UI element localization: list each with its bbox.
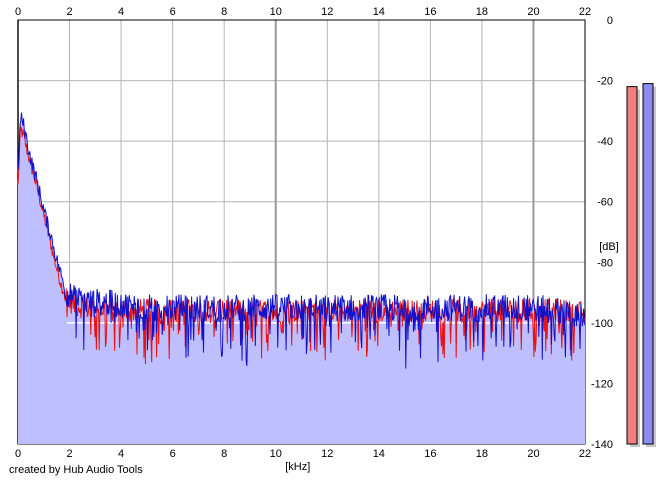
- y-axis-label: [dB]: [599, 241, 619, 253]
- x-tick-label-top: 22: [579, 6, 591, 18]
- y-tick-label: 0: [607, 15, 613, 27]
- y-tick-label: -80: [597, 257, 613, 269]
- y-tick-label: -40: [597, 136, 613, 148]
- x-axis-label: [kHz]: [285, 461, 310, 473]
- x-tick-label-top: 14: [373, 6, 385, 18]
- x-tick-label-bottom: 16: [424, 448, 436, 460]
- x-tick-label-top: 18: [476, 6, 488, 18]
- spectrum-fill-area: [18, 112, 585, 444]
- level-meter-left: [626, 86, 638, 445]
- tick-labels: 002244668810101212141416161818202022220-…: [15, 6, 613, 460]
- x-tick-label-bottom: 22: [579, 448, 591, 460]
- x-tick-label-bottom: 20: [527, 448, 539, 460]
- x-tick-label-top: 10: [270, 6, 282, 18]
- x-tick-label-bottom: 4: [118, 448, 124, 460]
- x-tick-label-bottom: 18: [476, 448, 488, 460]
- x-tick-label-top: 4: [118, 6, 124, 18]
- series-right-channel: [17, 112, 586, 369]
- x-tick-label-top: 12: [321, 6, 333, 18]
- credit-text: created by Hub Audio Tools: [9, 464, 143, 476]
- y-tick-label: -140: [591, 439, 613, 451]
- y-tick-label: -20: [597, 76, 613, 88]
- x-tick-label-top: 20: [527, 6, 539, 18]
- y-tick-label: -60: [597, 197, 613, 209]
- x-tick-label-bottom: 2: [66, 448, 72, 460]
- level-meters: [626, 83, 656, 447]
- level-meter-right: [642, 83, 654, 445]
- x-tick-label-bottom: 14: [373, 448, 385, 460]
- x-tick-label-bottom: 6: [170, 448, 176, 460]
- x-tick-label-top: 0: [15, 6, 21, 18]
- x-tick-label-top: 16: [424, 6, 436, 18]
- y-tick-label: -100: [591, 318, 613, 330]
- x-tick-label-bottom: 0: [15, 448, 21, 460]
- x-tick-label-bottom: 10: [270, 448, 282, 460]
- x-tick-label-top: 2: [66, 6, 72, 18]
- y-tick-label: -120: [591, 378, 613, 390]
- x-tick-label-bottom: 8: [221, 448, 227, 460]
- x-tick-label-bottom: 12: [321, 448, 333, 460]
- x-tick-label-top: 8: [221, 6, 227, 18]
- x-tick-label-top: 6: [170, 6, 176, 18]
